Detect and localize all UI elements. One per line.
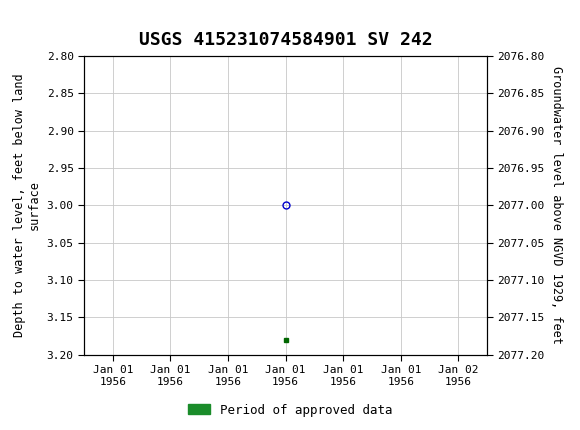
Y-axis label: Groundwater level above NGVD 1929, feet: Groundwater level above NGVD 1929, feet: [550, 66, 563, 344]
Legend: Period of approved data: Period of approved data: [183, 399, 397, 421]
Y-axis label: Depth to water level, feet below land
surface: Depth to water level, feet below land su…: [13, 74, 41, 337]
Text: ≡ USGS: ≡ USGS: [9, 12, 85, 33]
Title: USGS 415231074584901 SV 242: USGS 415231074584901 SV 242: [139, 31, 433, 49]
